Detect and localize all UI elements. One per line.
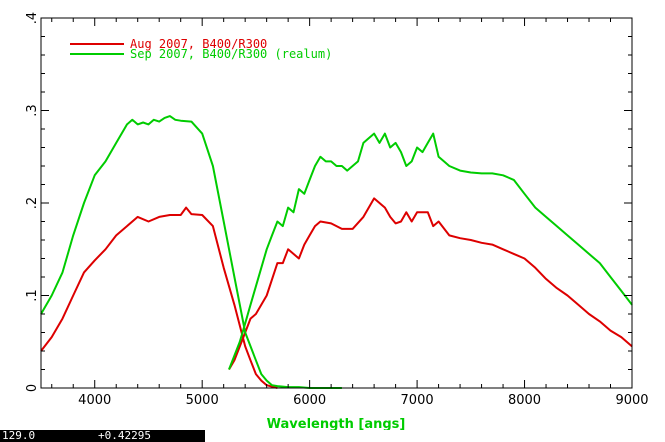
- series-0-line-1: [228, 197, 633, 371]
- y-tick-label: 0: [25, 384, 40, 392]
- legend-label-0: Aug 2007, B400/R300: [130, 37, 267, 51]
- plot-frame: [40, 17, 633, 389]
- y-tick-label: .2: [25, 197, 40, 209]
- series-1-line-0: [40, 115, 342, 389]
- y-tick-label: .4: [25, 12, 40, 24]
- x-axis-label: Wavelength [angs]: [267, 417, 406, 430]
- series-layer: [40, 115, 633, 389]
- y-tick-label: .1: [25, 289, 40, 301]
- y-tick-label: .3: [25, 104, 40, 116]
- x-tick-label: 5000: [186, 393, 219, 408]
- series-0-line-0: [40, 206, 278, 389]
- spectrum-chart: 4000 5000 6000 7000 8000 9000 0 .1 .2 .3 .4 Aug 20…: [25, 12, 649, 430]
- x-tick-label: 9000: [615, 393, 648, 408]
- readout-y-value: +0.42295: [98, 429, 151, 442]
- x-tick-label: 7000: [401, 393, 434, 408]
- readout-x-value: 129.0: [2, 429, 36, 442]
- x-tick-label: 4000: [78, 393, 111, 408]
- series-1-line-1: [228, 132, 633, 370]
- legend-label-1: Sep 2007, B400/R300 (realum): [130, 47, 332, 61]
- axes-layer: 4000 5000 6000 7000 8000 9000 0 .1 .2 .3 .4: [25, 12, 649, 408]
- cursor-readout: 129.0 +0.42295: [0, 430, 205, 442]
- x-tick-label: 6000: [293, 393, 326, 408]
- x-tick-label: 8000: [508, 393, 541, 408]
